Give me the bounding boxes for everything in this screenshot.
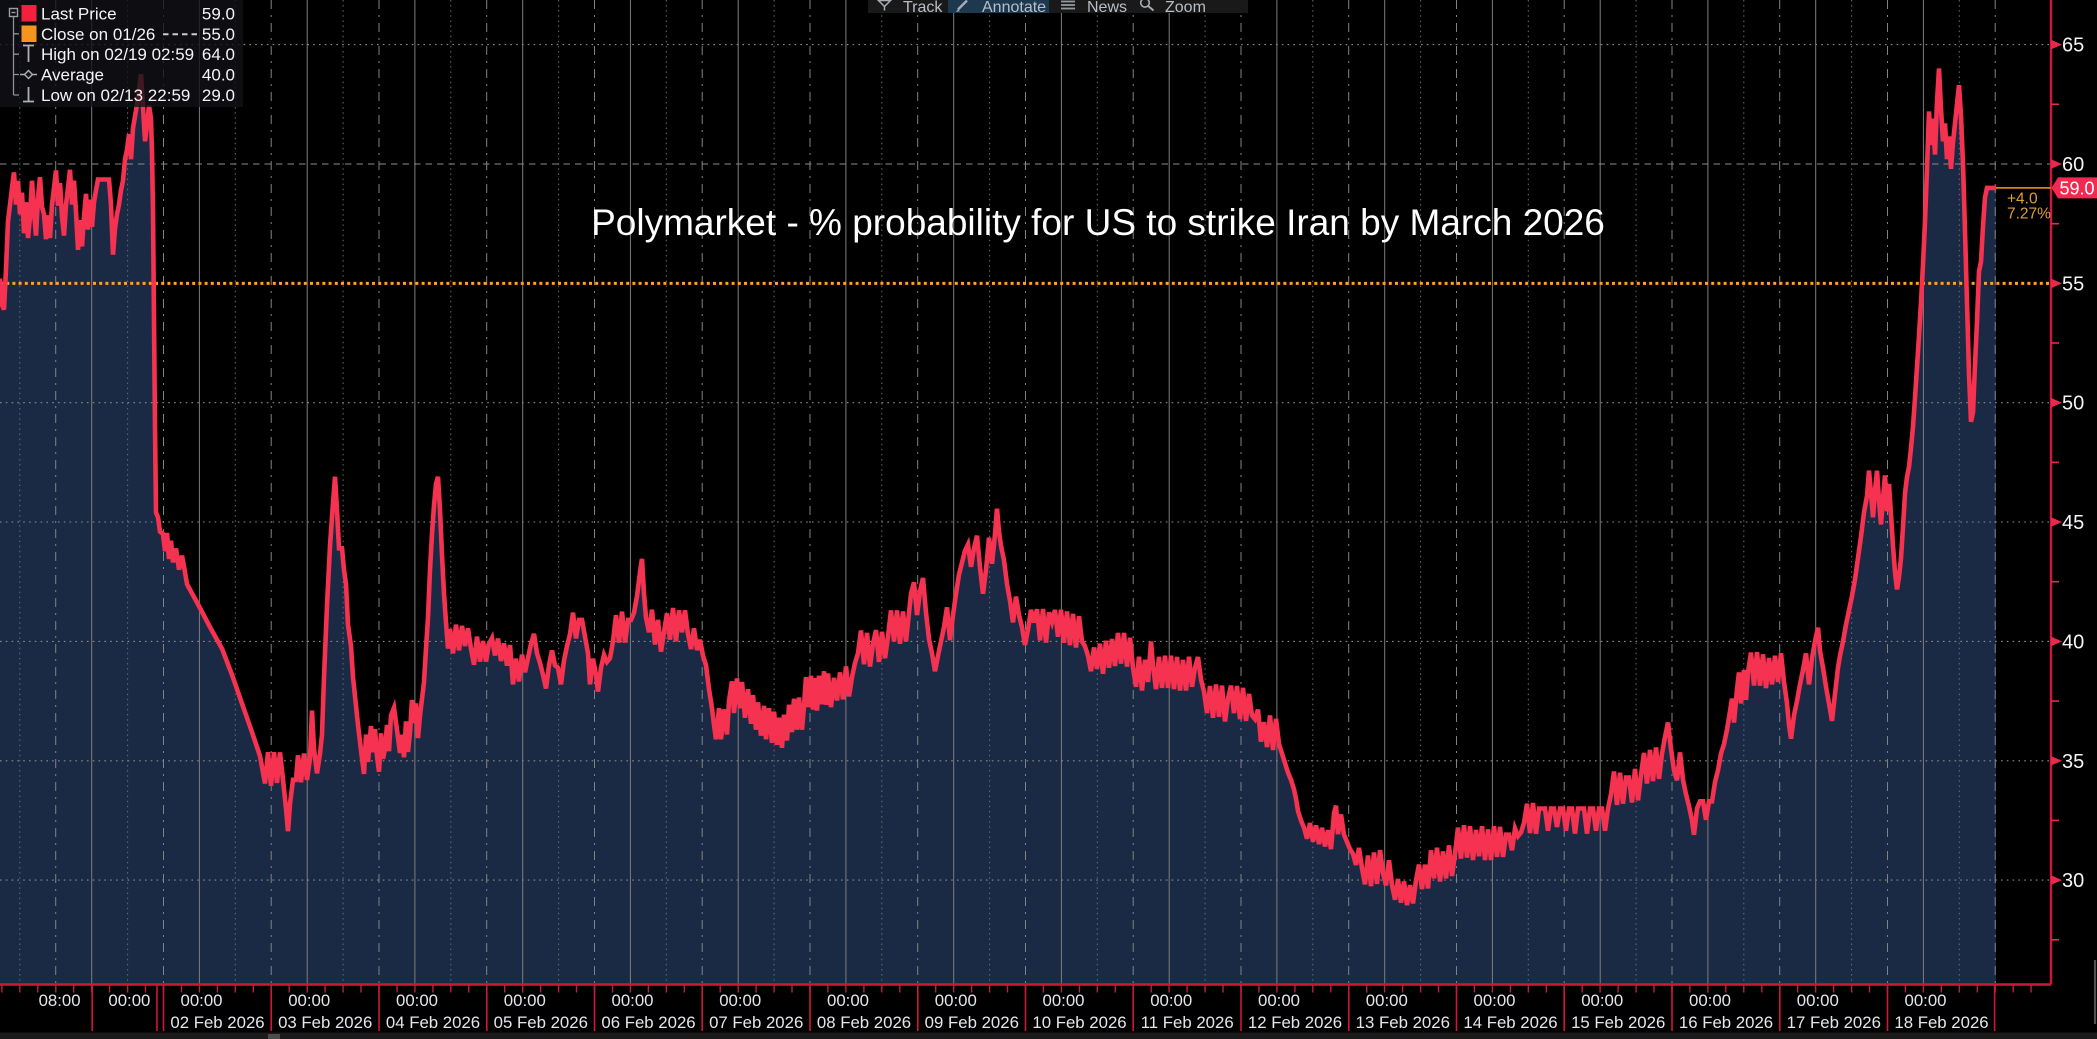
svg-text:30: 30 <box>2062 870 2084 892</box>
svg-text:02 Feb 2026: 02 Feb 2026 <box>170 1013 264 1032</box>
svg-text:09 Feb 2026: 09 Feb 2026 <box>925 1013 1019 1032</box>
svg-text:60: 60 <box>2062 154 2084 176</box>
svg-text:55.0: 55.0 <box>202 25 235 44</box>
svg-text:35: 35 <box>2062 751 2084 773</box>
svg-text:00:00: 00:00 <box>827 991 869 1010</box>
svg-text:00:00: 00:00 <box>396 991 438 1010</box>
svg-text:00:00: 00:00 <box>1689 991 1731 1010</box>
svg-text:06 Feb 2026: 06 Feb 2026 <box>601 1013 695 1032</box>
svg-text:Track: Track <box>903 0 943 16</box>
svg-text:00:00: 00:00 <box>504 991 546 1010</box>
svg-text:00:00: 00:00 <box>1581 991 1623 1010</box>
svg-text:04 Feb 2026: 04 Feb 2026 <box>386 1013 480 1032</box>
svg-text:18 Feb 2026: 18 Feb 2026 <box>1894 1013 1988 1032</box>
svg-text:14 Feb 2026: 14 Feb 2026 <box>1463 1013 1557 1032</box>
svg-text:05 Feb 2026: 05 Feb 2026 <box>494 1013 588 1032</box>
svg-text:17 Feb 2026: 17 Feb 2026 <box>1787 1013 1881 1032</box>
svg-text:High on 02/19 02:59: High on 02/19 02:59 <box>41 45 194 64</box>
svg-text:00:00: 00:00 <box>1797 991 1839 1010</box>
svg-text:16 Feb 2026: 16 Feb 2026 <box>1679 1013 1773 1032</box>
svg-text:+4.0: +4.0 <box>2007 191 2038 208</box>
svg-text:00:00: 00:00 <box>1043 991 1085 1010</box>
svg-text:Close on 01/26: Close on 01/26 <box>41 25 155 44</box>
svg-text:00:00: 00:00 <box>1474 991 1516 1010</box>
svg-text:Polymarket - % probability for: Polymarket - % probability for US to str… <box>591 202 1605 243</box>
svg-text:00:00: 00:00 <box>719 991 761 1010</box>
svg-text:11 Feb 2026: 11 Feb 2026 <box>1141 1013 1234 1032</box>
svg-text:00:00: 00:00 <box>288 991 330 1010</box>
svg-text:07 Feb 2026: 07 Feb 2026 <box>709 1013 803 1032</box>
svg-text:50: 50 <box>2062 393 2084 415</box>
svg-text:Zoom: Zoom <box>1165 0 1206 16</box>
svg-text:10 Feb 2026: 10 Feb 2026 <box>1032 1013 1126 1032</box>
svg-text:00:00: 00:00 <box>612 991 654 1010</box>
svg-text:55: 55 <box>2062 273 2084 295</box>
svg-text:00:00: 00:00 <box>1905 991 1947 1010</box>
svg-text:08 Feb 2026: 08 Feb 2026 <box>817 1013 911 1032</box>
svg-text:00:00: 00:00 <box>181 991 223 1010</box>
svg-text:64.0: 64.0 <box>202 45 235 64</box>
svg-text:Average: Average <box>41 66 104 85</box>
svg-text:News: News <box>1087 0 1127 16</box>
svg-text:45: 45 <box>2062 512 2084 534</box>
svg-text:29.0: 29.0 <box>202 86 235 105</box>
svg-text:08:00: 08:00 <box>39 991 81 1010</box>
svg-text:13 Feb 2026: 13 Feb 2026 <box>1356 1013 1450 1032</box>
svg-text:65: 65 <box>2062 35 2084 57</box>
svg-text:00:00: 00:00 <box>935 991 977 1010</box>
svg-text:Annotate: Annotate <box>982 0 1046 16</box>
svg-text:00:00: 00:00 <box>1258 991 1300 1010</box>
svg-text:59.0: 59.0 <box>202 5 235 24</box>
svg-text:15 Feb 2026: 15 Feb 2026 <box>1571 1013 1665 1032</box>
svg-text:59.0: 59.0 <box>2059 178 2094 198</box>
svg-text:00:00: 00:00 <box>108 991 150 1010</box>
svg-text:00:00: 00:00 <box>1366 991 1408 1010</box>
svg-text:7.27%: 7.27% <box>2007 206 2051 223</box>
svg-text:40: 40 <box>2062 631 2084 653</box>
svg-text:Low on 02/13 22:59: Low on 02/13 22:59 <box>41 86 190 105</box>
svg-text:40.0: 40.0 <box>202 66 235 85</box>
svg-text:Last Price: Last Price <box>41 5 117 24</box>
svg-text:00:00: 00:00 <box>1150 991 1192 1010</box>
svg-text:03 Feb 2026: 03 Feb 2026 <box>278 1013 372 1032</box>
svg-text:12 Feb 2026: 12 Feb 2026 <box>1248 1013 1342 1032</box>
